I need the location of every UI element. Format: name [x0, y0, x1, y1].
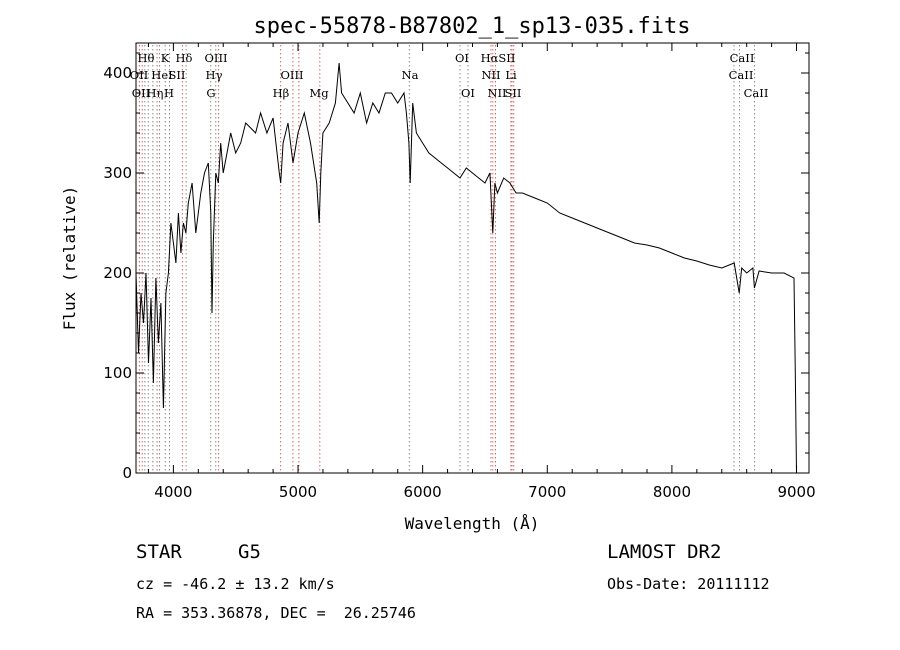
line-label: OIII	[204, 51, 227, 65]
observation-date: Obs-Date: 20111112	[607, 575, 770, 593]
line-label: HαSII	[481, 51, 516, 65]
line-label: Hη	[147, 86, 164, 100]
chart-title: spec-55878-B87802_1_sp13-035.fits	[253, 14, 690, 39]
survey-name: LAMOST DR2	[607, 541, 722, 563]
sky-coordinates: RA = 353.36878, DEC = 26.25746	[136, 604, 416, 622]
line-label: OII	[130, 68, 149, 82]
x-tick-label: 9000	[777, 483, 815, 501]
x-tick-label: 4000	[154, 483, 192, 501]
line-label: OI	[455, 51, 469, 65]
line-label: NII	[481, 68, 500, 82]
line-label: SII	[505, 86, 522, 100]
y-tick-label: 0	[122, 464, 132, 482]
y-tick-label: 200	[103, 264, 132, 282]
line-label: H	[164, 86, 174, 100]
y-tick-label: 400	[103, 64, 132, 82]
line-label: CaII	[744, 86, 769, 100]
line-label: HeI	[151, 68, 172, 82]
line-label: Hγ	[206, 68, 223, 82]
x-tick-label: 5000	[279, 483, 317, 501]
line-label: G	[206, 86, 215, 100]
object-class: STAR	[136, 541, 182, 563]
y-axis-label: Flux (relative)	[60, 186, 79, 331]
line-label: Hδ	[176, 51, 193, 65]
line-label: NII	[487, 86, 506, 100]
x-tick-label: 6000	[404, 483, 442, 501]
y-tick-label: 100	[103, 364, 132, 382]
line-label: CaII	[730, 51, 755, 65]
line-label: CaII	[729, 68, 754, 82]
series-line-spectrum	[135, 62, 797, 474]
object-subclass: G5	[238, 541, 261, 563]
line-label: SII	[169, 68, 186, 82]
line-label: Hθ	[138, 51, 155, 65]
plot-frame	[135, 42, 810, 474]
line-label: OIII	[280, 68, 303, 82]
line-label: Hβ	[273, 86, 290, 100]
line-label: Mg	[309, 86, 329, 100]
line-label: OI	[461, 86, 475, 100]
redshift-cz: cz = -46.2 ± 13.2 km/s	[136, 575, 335, 593]
y-tick-label: 300	[103, 164, 132, 182]
line-label: Li	[505, 68, 517, 82]
line-label: K	[161, 51, 170, 65]
axis-ticks: 4000 5000 6000 7000 8000 9000 0 100 200 300 400	[103, 43, 816, 501]
x-axis-label: Wavelength (Å)	[405, 514, 540, 533]
line-label: Na	[402, 68, 419, 82]
x-tick-label: 8000	[653, 483, 691, 501]
x-tick-label: 7000	[528, 483, 566, 501]
